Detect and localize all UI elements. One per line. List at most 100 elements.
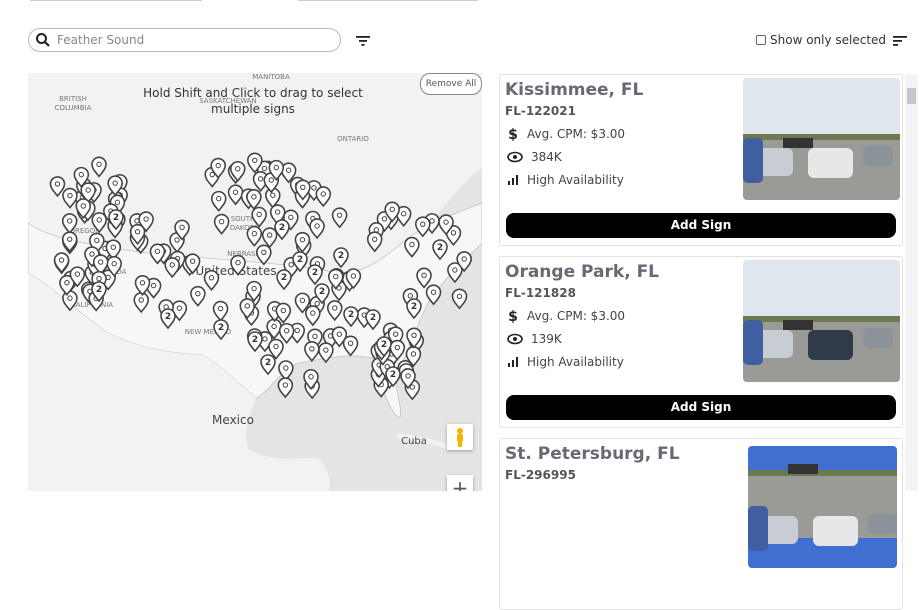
map-pin[interactable] — [61, 213, 78, 235]
map-pin[interactable] — [62, 187, 78, 209]
map-pin[interactable] — [105, 239, 122, 261]
map-pin[interactable] — [53, 252, 70, 274]
map-pin[interactable] — [294, 231, 311, 253]
map-pin[interactable] — [456, 251, 472, 273]
listing-card[interactable]: Kissimmee, FL FL-122021 $ Avg. CPM: $3.00 38… — [499, 74, 903, 246]
map-pin[interactable] — [315, 186, 332, 208]
map-pin[interactable] — [91, 212, 108, 234]
map-pin[interactable] — [303, 368, 319, 391]
listing-card[interactable]: St. Petersburg, FL FL-296995 — [499, 438, 903, 610]
map-pin[interactable] — [129, 223, 146, 246]
map-pin[interactable] — [264, 187, 281, 209]
map-pin[interactable] — [212, 300, 229, 322]
map-pin[interactable] — [400, 368, 416, 390]
map-pin[interactable]: 2 — [213, 319, 229, 341]
map-pin[interactable] — [318, 342, 334, 364]
map-pin[interactable] — [75, 198, 92, 220]
map-pin[interactable] — [404, 236, 420, 258]
map-pin[interactable]: 2 — [247, 331, 263, 353]
map-pin[interactable] — [304, 305, 321, 327]
map-pin[interactable] — [61, 231, 78, 253]
map-pin[interactable] — [326, 300, 343, 322]
map-pin[interactable] — [261, 227, 278, 249]
sort-icon[interactable] — [893, 35, 908, 47]
map-pin[interactable] — [275, 302, 292, 324]
map-pin[interactable] — [304, 341, 320, 363]
remove-all[interactable]: Remove All — [420, 73, 482, 95]
search-box[interactable]: Feather Sound — [28, 28, 341, 52]
map-pin[interactable] — [80, 182, 96, 204]
map-pin[interactable]: 2 — [307, 264, 323, 286]
map[interactable]: BRITISH COLUMBIA MANITOBA SASKATCHEWAN ONTAR… — [28, 73, 482, 491]
map-pin[interactable] — [416, 267, 432, 289]
map-pin[interactable]: 2 — [343, 306, 359, 328]
map-pin[interactable] — [414, 216, 431, 238]
add-sign-button[interactable]: Add Sign — [506, 213, 896, 238]
map-pin[interactable]: 2 — [376, 336, 392, 358]
map-pin[interactable]: 2 — [314, 283, 330, 305]
map-pin[interactable] — [174, 219, 190, 241]
map-pin[interactable] — [210, 190, 227, 212]
map-pin[interactable] — [425, 284, 442, 306]
add-sign-button[interactable]: Add Sign — [506, 395, 896, 420]
map-pin[interactable]: 2 — [91, 281, 107, 303]
map-pin[interactable] — [268, 159, 285, 181]
map-pin[interactable] — [309, 218, 325, 240]
map-pin[interactable] — [107, 175, 123, 197]
map-pin[interactable] — [184, 253, 201, 275]
map-pin[interactable]: 2 — [274, 219, 290, 241]
map-pin[interactable] — [91, 156, 107, 178]
map-pin[interactable] — [210, 157, 227, 179]
scroll-thumb[interactable] — [907, 88, 916, 104]
map-pin[interactable] — [438, 214, 454, 236]
map-pin[interactable] — [280, 162, 297, 184]
map-pin[interactable]: 2 — [276, 269, 292, 291]
map-pin[interactable] — [73, 166, 90, 188]
zoom-in[interactable]: + — [447, 475, 473, 491]
listing-card[interactable]: Orange Park, FL FL-121828 $ Avg. CPM: $3.00… — [499, 256, 903, 428]
map-pin[interactable]: 2 — [108, 209, 124, 231]
pegman[interactable] — [447, 424, 473, 450]
map-pin[interactable] — [106, 255, 122, 278]
map-pin[interactable] — [59, 274, 75, 296]
map-pin[interactable] — [246, 189, 262, 211]
filter-icon[interactable] — [356, 35, 371, 47]
map-pin[interactable]: 2 — [365, 309, 381, 331]
map-pin[interactable]: 2 — [385, 366, 401, 388]
map-pin[interactable] — [190, 285, 206, 307]
map-pin[interactable] — [406, 327, 422, 349]
map-pin[interactable]: 2 — [432, 239, 448, 261]
map-pin[interactable] — [247, 152, 263, 174]
map-pin[interactable] — [384, 201, 400, 223]
map-pin[interactable] — [445, 225, 462, 247]
map-pin[interactable]: 2 — [160, 308, 176, 330]
map-pin[interactable] — [92, 254, 109, 276]
map-pin[interactable] — [345, 268, 362, 290]
map-pin[interactable] — [395, 205, 412, 228]
map-pin[interactable]: 2 — [406, 298, 422, 320]
map-pin[interactable] — [451, 288, 468, 310]
map-pin[interactable] — [268, 338, 284, 360]
map-pin[interactable] — [389, 339, 406, 361]
map-pin[interactable] — [251, 206, 267, 228]
map-pin[interactable] — [203, 269, 220, 292]
map-pin[interactable] — [149, 243, 166, 265]
map-pin[interactable] — [230, 254, 246, 276]
map-pin[interactable]: 2 — [333, 247, 349, 269]
map-pin[interactable] — [342, 335, 359, 357]
map-pin[interactable] — [278, 360, 294, 382]
map-pin[interactable] — [447, 262, 463, 284]
map-pin[interactable] — [366, 231, 383, 253]
map-pin[interactable] — [229, 160, 246, 183]
map-pin[interactable] — [278, 322, 295, 345]
map-pin[interactable] — [331, 326, 348, 348]
map-pin[interactable] — [134, 275, 151, 297]
map-pin[interactable] — [164, 257, 181, 279]
map-pin[interactable] — [331, 207, 348, 229]
map-pin[interactable] — [294, 292, 311, 314]
map-pin[interactable] — [327, 268, 344, 290]
map-pin[interactable] — [277, 377, 294, 399]
map-pin[interactable] — [246, 225, 263, 247]
map-pin[interactable] — [239, 298, 256, 320]
show-selected[interactable]: Show only selected — [756, 33, 886, 47]
